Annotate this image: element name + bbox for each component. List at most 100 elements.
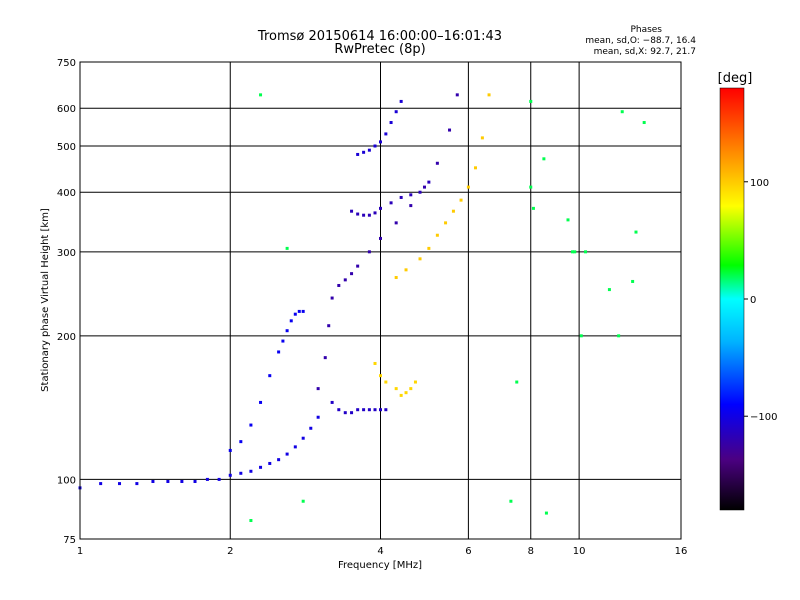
data-point	[409, 204, 413, 208]
data-point	[249, 519, 253, 523]
data-point	[249, 469, 253, 473]
data-point	[316, 387, 320, 391]
data-point	[301, 309, 305, 313]
y-tick-label: 400	[57, 188, 76, 199]
plot-frame	[79, 61, 682, 540]
data-point	[399, 195, 403, 199]
data-point	[617, 334, 621, 338]
data-point	[404, 268, 408, 272]
data-point	[399, 393, 403, 397]
data-point	[529, 99, 533, 103]
data-point	[379, 140, 382, 144]
data-point	[466, 185, 470, 189]
data-point	[259, 400, 263, 404]
data-point	[330, 400, 334, 404]
data-point	[544, 511, 548, 515]
stats-o-mode: mean, sd,O: −88.7, 16.4	[585, 36, 696, 46]
x-tick-label: 6	[465, 546, 471, 557]
data-point	[394, 387, 398, 391]
x-tick-label: 10	[573, 546, 586, 557]
data-point	[542, 157, 546, 161]
data-point	[343, 278, 347, 282]
data-point	[409, 193, 413, 197]
data-point	[193, 479, 197, 483]
data-point	[281, 339, 285, 343]
stats-heading: Phases	[630, 25, 662, 35]
data-point	[249, 423, 253, 427]
data-point	[285, 452, 289, 456]
data-point	[268, 374, 272, 378]
data-point	[607, 288, 611, 292]
data-point	[356, 152, 360, 156]
data-point	[379, 206, 382, 210]
data-point	[367, 250, 371, 254]
data-point	[239, 471, 243, 475]
data-point	[634, 230, 638, 234]
data-point	[389, 201, 393, 205]
data-point	[379, 236, 382, 240]
data-point	[228, 473, 232, 477]
data-point	[459, 198, 463, 202]
data-point	[529, 185, 533, 189]
y-tick-label: 300	[57, 248, 76, 259]
data-point	[293, 312, 297, 316]
data-point	[166, 479, 170, 483]
data-point	[277, 458, 281, 462]
y-axis-ticks: 75 100 200 300 400 500 600 750	[57, 58, 76, 546]
data-point	[259, 465, 263, 469]
data-point	[350, 272, 354, 276]
data-point	[356, 408, 360, 412]
data-point	[444, 221, 448, 225]
data-point	[418, 190, 422, 194]
data-point	[118, 482, 122, 486]
data-point	[571, 250, 575, 254]
y-tick-label: 750	[57, 58, 76, 69]
data-point	[404, 391, 408, 395]
data-point	[337, 283, 341, 287]
data-point	[487, 93, 491, 97]
data-point	[327, 324, 331, 328]
data-point	[620, 110, 624, 114]
data-point	[297, 309, 301, 313]
data-point	[350, 411, 354, 415]
x-axis-ticks: 1 2 4 6 8 10 16	[77, 546, 688, 557]
data-point	[356, 264, 360, 268]
y-tick-label: 75	[63, 535, 76, 546]
colorbar-ticks: 100 0 −100	[744, 178, 777, 423]
data-point	[379, 408, 382, 412]
data-point	[373, 211, 377, 215]
data-point	[316, 415, 320, 419]
data-point	[135, 482, 139, 486]
data-point	[566, 218, 570, 222]
data-point	[301, 499, 305, 503]
data-point	[285, 329, 289, 333]
data-point	[413, 380, 417, 384]
data-point	[389, 121, 393, 125]
data-point	[473, 166, 477, 170]
stats-x-mode: mean, sd,X: 92.7, 21.7	[594, 47, 696, 57]
data-point	[277, 350, 281, 354]
data-point	[323, 356, 327, 360]
data-point	[289, 319, 293, 323]
data-point	[362, 150, 366, 154]
data-point	[384, 408, 388, 412]
data-point	[239, 440, 243, 444]
data-point	[330, 296, 334, 300]
data-point	[309, 426, 313, 430]
data-point	[337, 408, 341, 412]
data-point	[579, 334, 583, 338]
data-point	[373, 144, 377, 148]
data-point	[384, 132, 388, 136]
data-point	[448, 128, 452, 132]
data-point	[642, 121, 646, 125]
data-point	[515, 380, 519, 384]
y-tick-label: 200	[57, 332, 76, 343]
chart-title: Tromsø 20150614 16:00:00–16:01:43	[257, 29, 502, 44]
data-point	[435, 161, 439, 165]
data-point	[356, 212, 360, 216]
data-point	[362, 213, 366, 217]
data-point	[293, 445, 297, 449]
y-tick-label: 500	[57, 142, 76, 153]
x-tick-label: 16	[675, 546, 688, 557]
data-point	[480, 136, 484, 140]
